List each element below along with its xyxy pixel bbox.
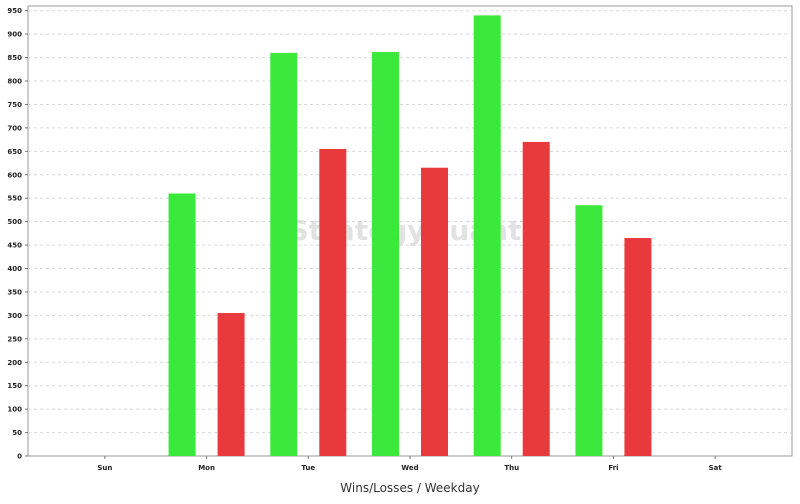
x-tick-label-sat: Sat (709, 464, 723, 472)
bar-losses-tue (319, 148, 347, 456)
bar-losses-mon (217, 313, 245, 456)
y-tick-label: 250 (7, 335, 22, 343)
y-tick-label: 700 (7, 124, 22, 132)
bar-losses-thu (522, 141, 550, 456)
y-tick-label: 600 (7, 171, 22, 179)
y-tick-label: 400 (7, 265, 22, 273)
x-tick-label-mon: Mon (198, 464, 215, 472)
bar-wins-thu (473, 15, 501, 456)
y-tick-label: 500 (7, 218, 22, 226)
y-tick-label: 350 (7, 288, 22, 296)
bar-losses-wed (421, 167, 448, 456)
y-tick-label: 0 (17, 453, 22, 461)
x-tick-label-fri: Fri (608, 464, 618, 472)
y-tick-label: 950 (7, 7, 22, 15)
y-tick-label: 900 (7, 31, 22, 39)
bar-wins-wed (372, 51, 399, 456)
y-tick-label: 50 (12, 429, 22, 437)
x-axis-ticks: Sun Mon Tue Wed Thu Fri Sat (97, 456, 722, 472)
gridlines (28, 10, 792, 434)
y-tick-label: 650 (7, 148, 22, 156)
x-tick-label-sun: Sun (97, 464, 112, 472)
y-tick-label: 750 (7, 101, 22, 109)
y-tick-label: 800 (7, 78, 22, 86)
bars (168, 15, 652, 456)
y-tick-label: 100 (7, 406, 22, 414)
bar-losses-fri (624, 238, 652, 456)
bar-wins-tue (270, 52, 298, 456)
y-tick-label: 200 (7, 359, 22, 367)
y-tick-label: 300 (7, 312, 22, 320)
y-tick-label: 850 (7, 54, 22, 62)
x-tick-label-wed: Wed (401, 464, 418, 472)
y-tick-label: 450 (7, 242, 22, 250)
x-tick-label-thu: Thu (504, 464, 519, 472)
x-axis-label: Wins/Losses / Weekday (340, 481, 479, 495)
y-tick-label: 550 (7, 195, 22, 203)
bar-wins-mon (168, 193, 196, 456)
y-axis-ticks: 0 50 100 150 200 250 300 350 400 450 500 550 600 650 7… (7, 7, 28, 461)
x-tick-label-tue: Tue (301, 464, 315, 472)
y-tick-label: 150 (7, 382, 22, 390)
bar-wins-fri (575, 205, 603, 456)
